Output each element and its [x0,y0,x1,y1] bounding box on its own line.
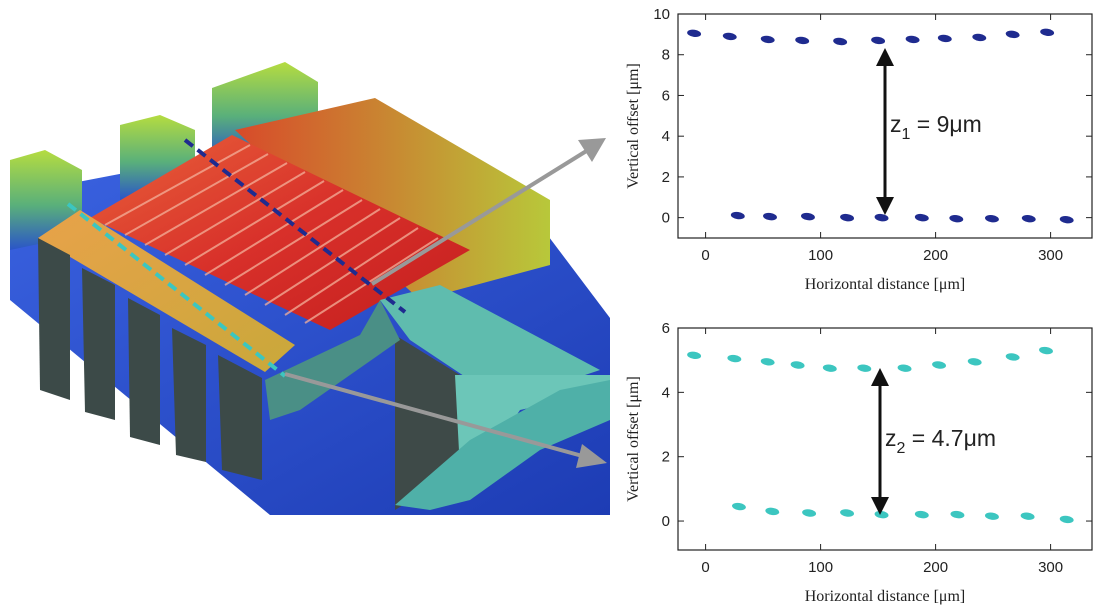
data-point [722,32,737,41]
data-point [760,35,775,44]
x-tick-label: 100 [808,247,833,264]
y-tick-label: 8 [662,47,670,64]
data-point [763,212,778,221]
data-point [932,360,947,369]
arrow-head [871,497,889,515]
y-tick-label: 0 [662,210,670,227]
data-point [687,351,702,360]
annotation-value: = 4.7μm [905,425,996,451]
data-point [871,36,886,45]
x-tick-label: 0 [701,559,709,576]
data-point [1039,346,1054,355]
y-tick-label: 4 [662,384,670,401]
figure: 01002003000246810Horizontal distance [μm… [0,0,1109,612]
annotation-value: = 9μm [910,111,981,137]
data-point [905,35,920,44]
data-point [802,508,817,517]
data-point [897,364,912,373]
data-point [1020,512,1035,521]
data-point [937,34,952,43]
data-point [874,213,889,222]
data-point [822,364,837,373]
data-point [730,211,745,220]
data-point [840,508,855,517]
data-point [795,36,810,45]
annotation-subscript: 1 [902,126,911,143]
arrow-head [871,368,889,386]
data-point [985,512,1000,521]
data-point [760,357,775,366]
data-point [972,33,987,42]
surface-image [10,62,610,515]
data-point [801,212,816,221]
y-tick-label: 6 [662,87,670,104]
x-tick-label: 300 [1038,559,1063,576]
data-point [967,357,982,366]
y-tick-label: 4 [662,128,670,145]
y-tick-label: 2 [662,169,670,186]
data-point [950,510,965,519]
y-axis-label: Vertical offset [μm] [625,63,642,189]
data-point [840,213,855,222]
data-point [1005,30,1020,39]
chart: 0 100 200 300 0 2 4 6 Horizontal distance [μm] Ve… [625,320,1092,605]
data-point [985,214,1000,223]
data-point [1040,28,1055,37]
data-point [687,29,702,38]
data-point [914,213,929,222]
annotation-symbol: z [890,111,902,137]
x-tick-label: 300 [1038,247,1063,264]
annotation: z1 = 9μm [890,111,982,143]
data-point [790,360,805,369]
data-point [914,510,929,519]
y-axis-label: Vertical offset [μm] [625,376,642,502]
x-axis-label: Horizontal distance [μm] [805,588,966,605]
x-tick-label: 200 [923,559,948,576]
y-tick-label: 2 [662,449,670,466]
y-tick-label: 10 [653,6,670,23]
chart: 0 100 200 300 0 2 4 6 8 10 Horizontal distance [μm… [625,6,1092,293]
arrow-head [876,197,894,215]
data-point [949,214,964,223]
annotation: z2 = 4.7μm [885,425,996,457]
y-tick-label: 0 [662,513,670,530]
data-point [727,354,742,363]
annotation-subscript: 2 [897,440,906,457]
x-axis-label: Horizontal distance [μm] [805,276,966,293]
x-tick-label: 100 [808,559,833,576]
data-point [1059,515,1074,524]
data-point [833,37,848,46]
data-point [732,502,747,511]
data-point [857,364,872,373]
annotation-symbol: z [885,425,897,451]
data-point [1059,215,1074,224]
y-tick-label: 6 [662,320,670,337]
arrow-head [876,48,894,66]
x-tick-label: 200 [923,247,948,264]
data-point [1021,214,1036,223]
data-point [765,507,780,516]
x-tick-label: 0 [701,247,709,264]
data-point [1005,352,1020,361]
